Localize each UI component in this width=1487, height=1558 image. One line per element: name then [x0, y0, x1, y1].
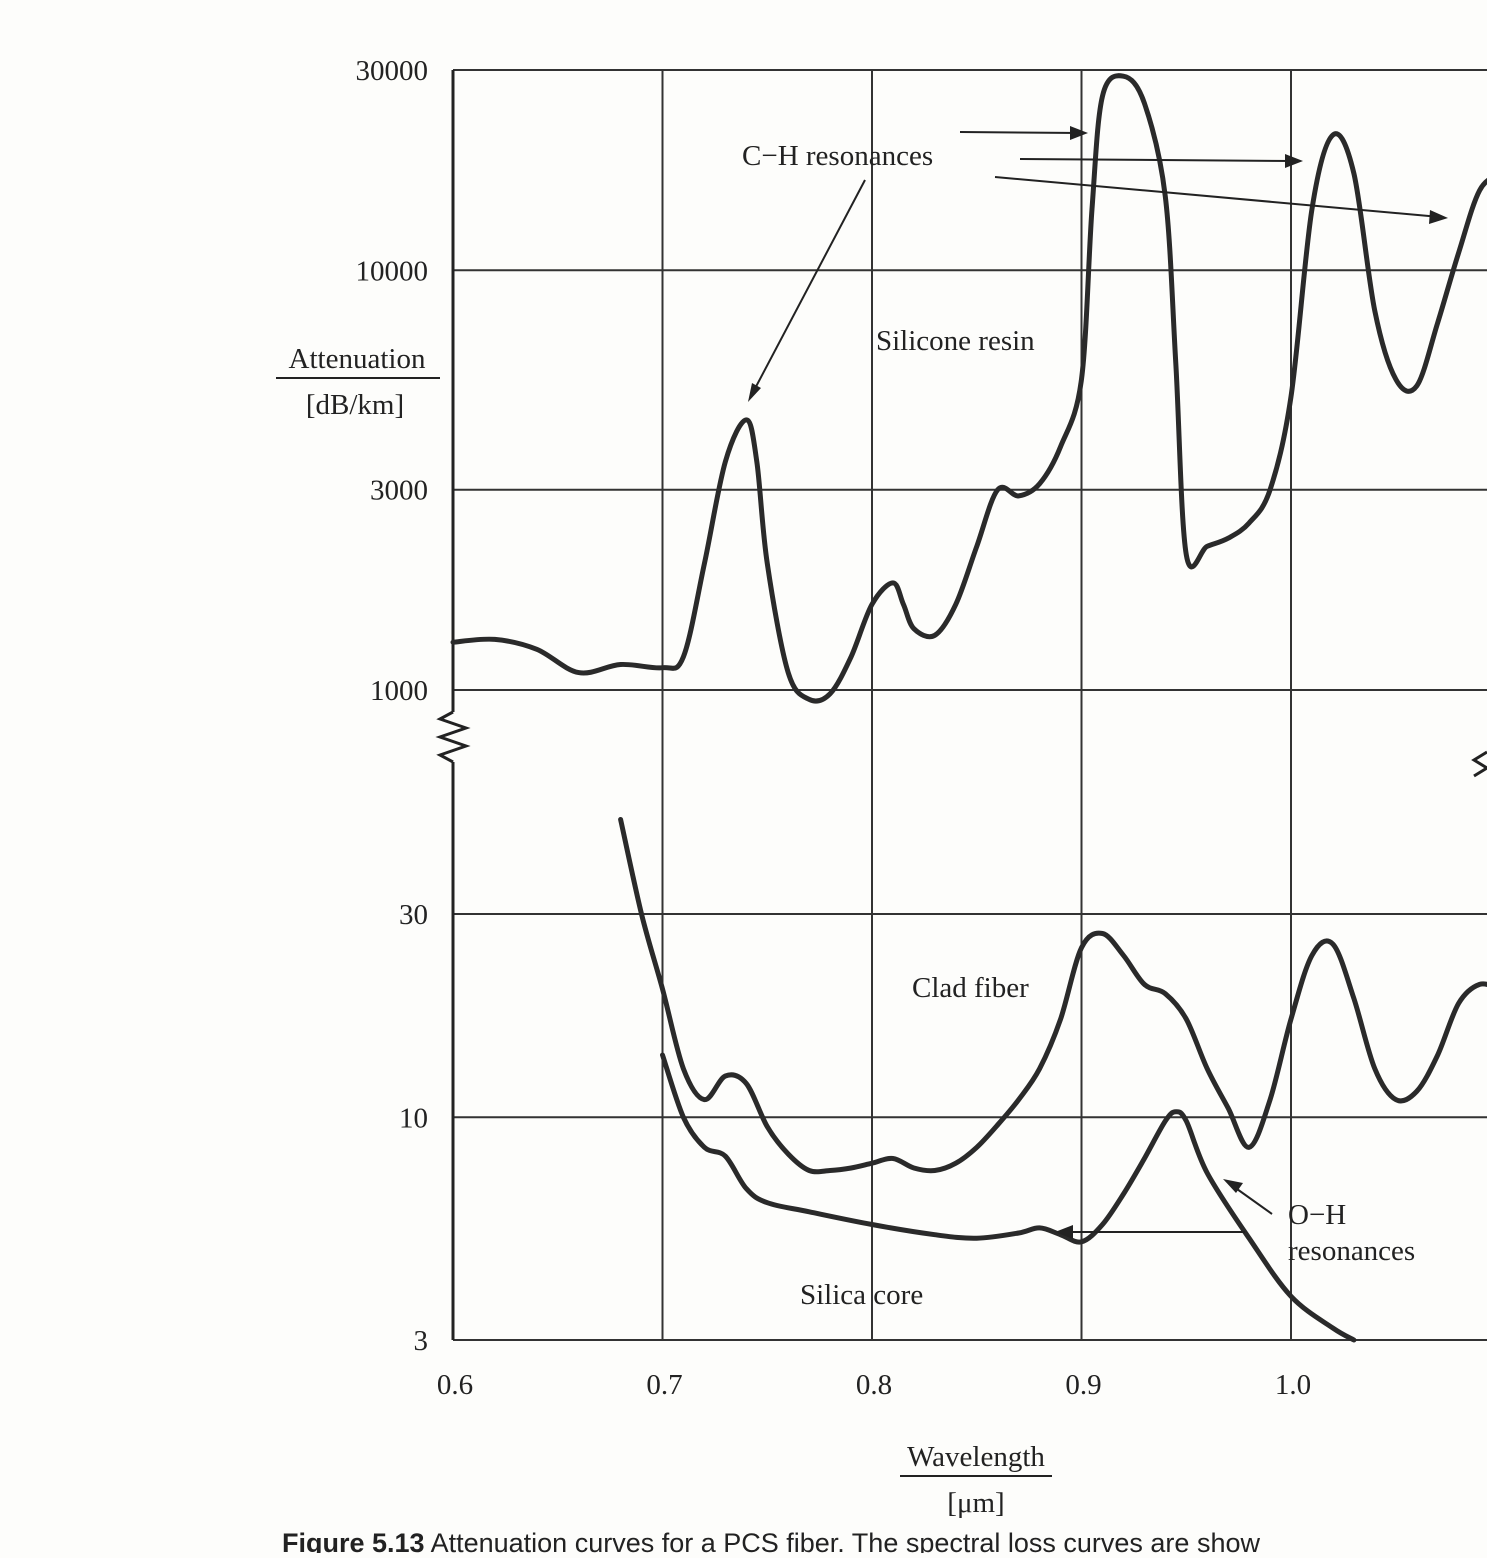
series-silica-core [660, 1052, 1357, 1343]
y-tick-label: 10 [399, 1102, 428, 1134]
y-axis-unit: [dB/km] [306, 389, 404, 421]
arrow-oh-2-head [1223, 1179, 1243, 1193]
y-axis-break-right [1471, 750, 1487, 778]
x-tick-label: 0.8 [856, 1369, 892, 1401]
arrow-ch-peak2 [959, 131, 1081, 134]
y-tick-label: 3000 [370, 475, 428, 507]
annotation-ch-resonances: C−H resonances [742, 140, 933, 172]
arrow-ch-peak3-head [1285, 154, 1303, 168]
y-axis-label: Attenuation [289, 343, 426, 375]
x-tick-label: 1.0 [1275, 1369, 1311, 1401]
y-tick-label: 3 [414, 1325, 429, 1357]
caption-text: Attenuation curves for a PCS fiber. The … [430, 1528, 1260, 1553]
series-label-clad-fiber: Clad fiber [912, 972, 1029, 1004]
arrow-ch-peak1-head [748, 383, 761, 402]
annotation-oh: O−H [1288, 1199, 1346, 1231]
x-axis-unit: [μm] [947, 1487, 1004, 1519]
annotation-oh-resonances: resonances [1288, 1235, 1415, 1267]
x-axis-label: Wavelength [907, 1441, 1045, 1473]
series-silicone-resin [450, 73, 1487, 704]
series-label-silicone-resin: Silicone resin [876, 325, 1035, 357]
figure-caption: Figure 5.13 Attenuation curves for a PCS… [282, 1528, 1487, 1553]
caption-label: Figure 5.13 [282, 1528, 425, 1553]
y-tick-label: 10000 [356, 255, 429, 287]
arrow-ch-peak4 [994, 176, 1441, 218]
series-label-silica-core: Silica core [800, 1279, 923, 1311]
series-clad-fiber [618, 817, 1487, 1175]
arrow-oh-1-head [1055, 1225, 1073, 1239]
y-axis-break [435, 710, 471, 764]
y-tick-label: 30 [399, 899, 428, 931]
x-tick-label: 0.9 [1065, 1369, 1101, 1401]
arrow-ch-peak3 [1019, 158, 1296, 162]
arrow-ch-peak4-head [1429, 210, 1448, 224]
x-tick-label: 0.6 [437, 1369, 473, 1401]
y-tick-label: 30000 [356, 55, 429, 87]
x-tick-label: 0.7 [646, 1369, 682, 1401]
y-tick-label: 1000 [370, 675, 428, 707]
arrow-ch-peak1 [749, 179, 866, 399]
arrow-ch-peak2-head [1070, 126, 1088, 140]
